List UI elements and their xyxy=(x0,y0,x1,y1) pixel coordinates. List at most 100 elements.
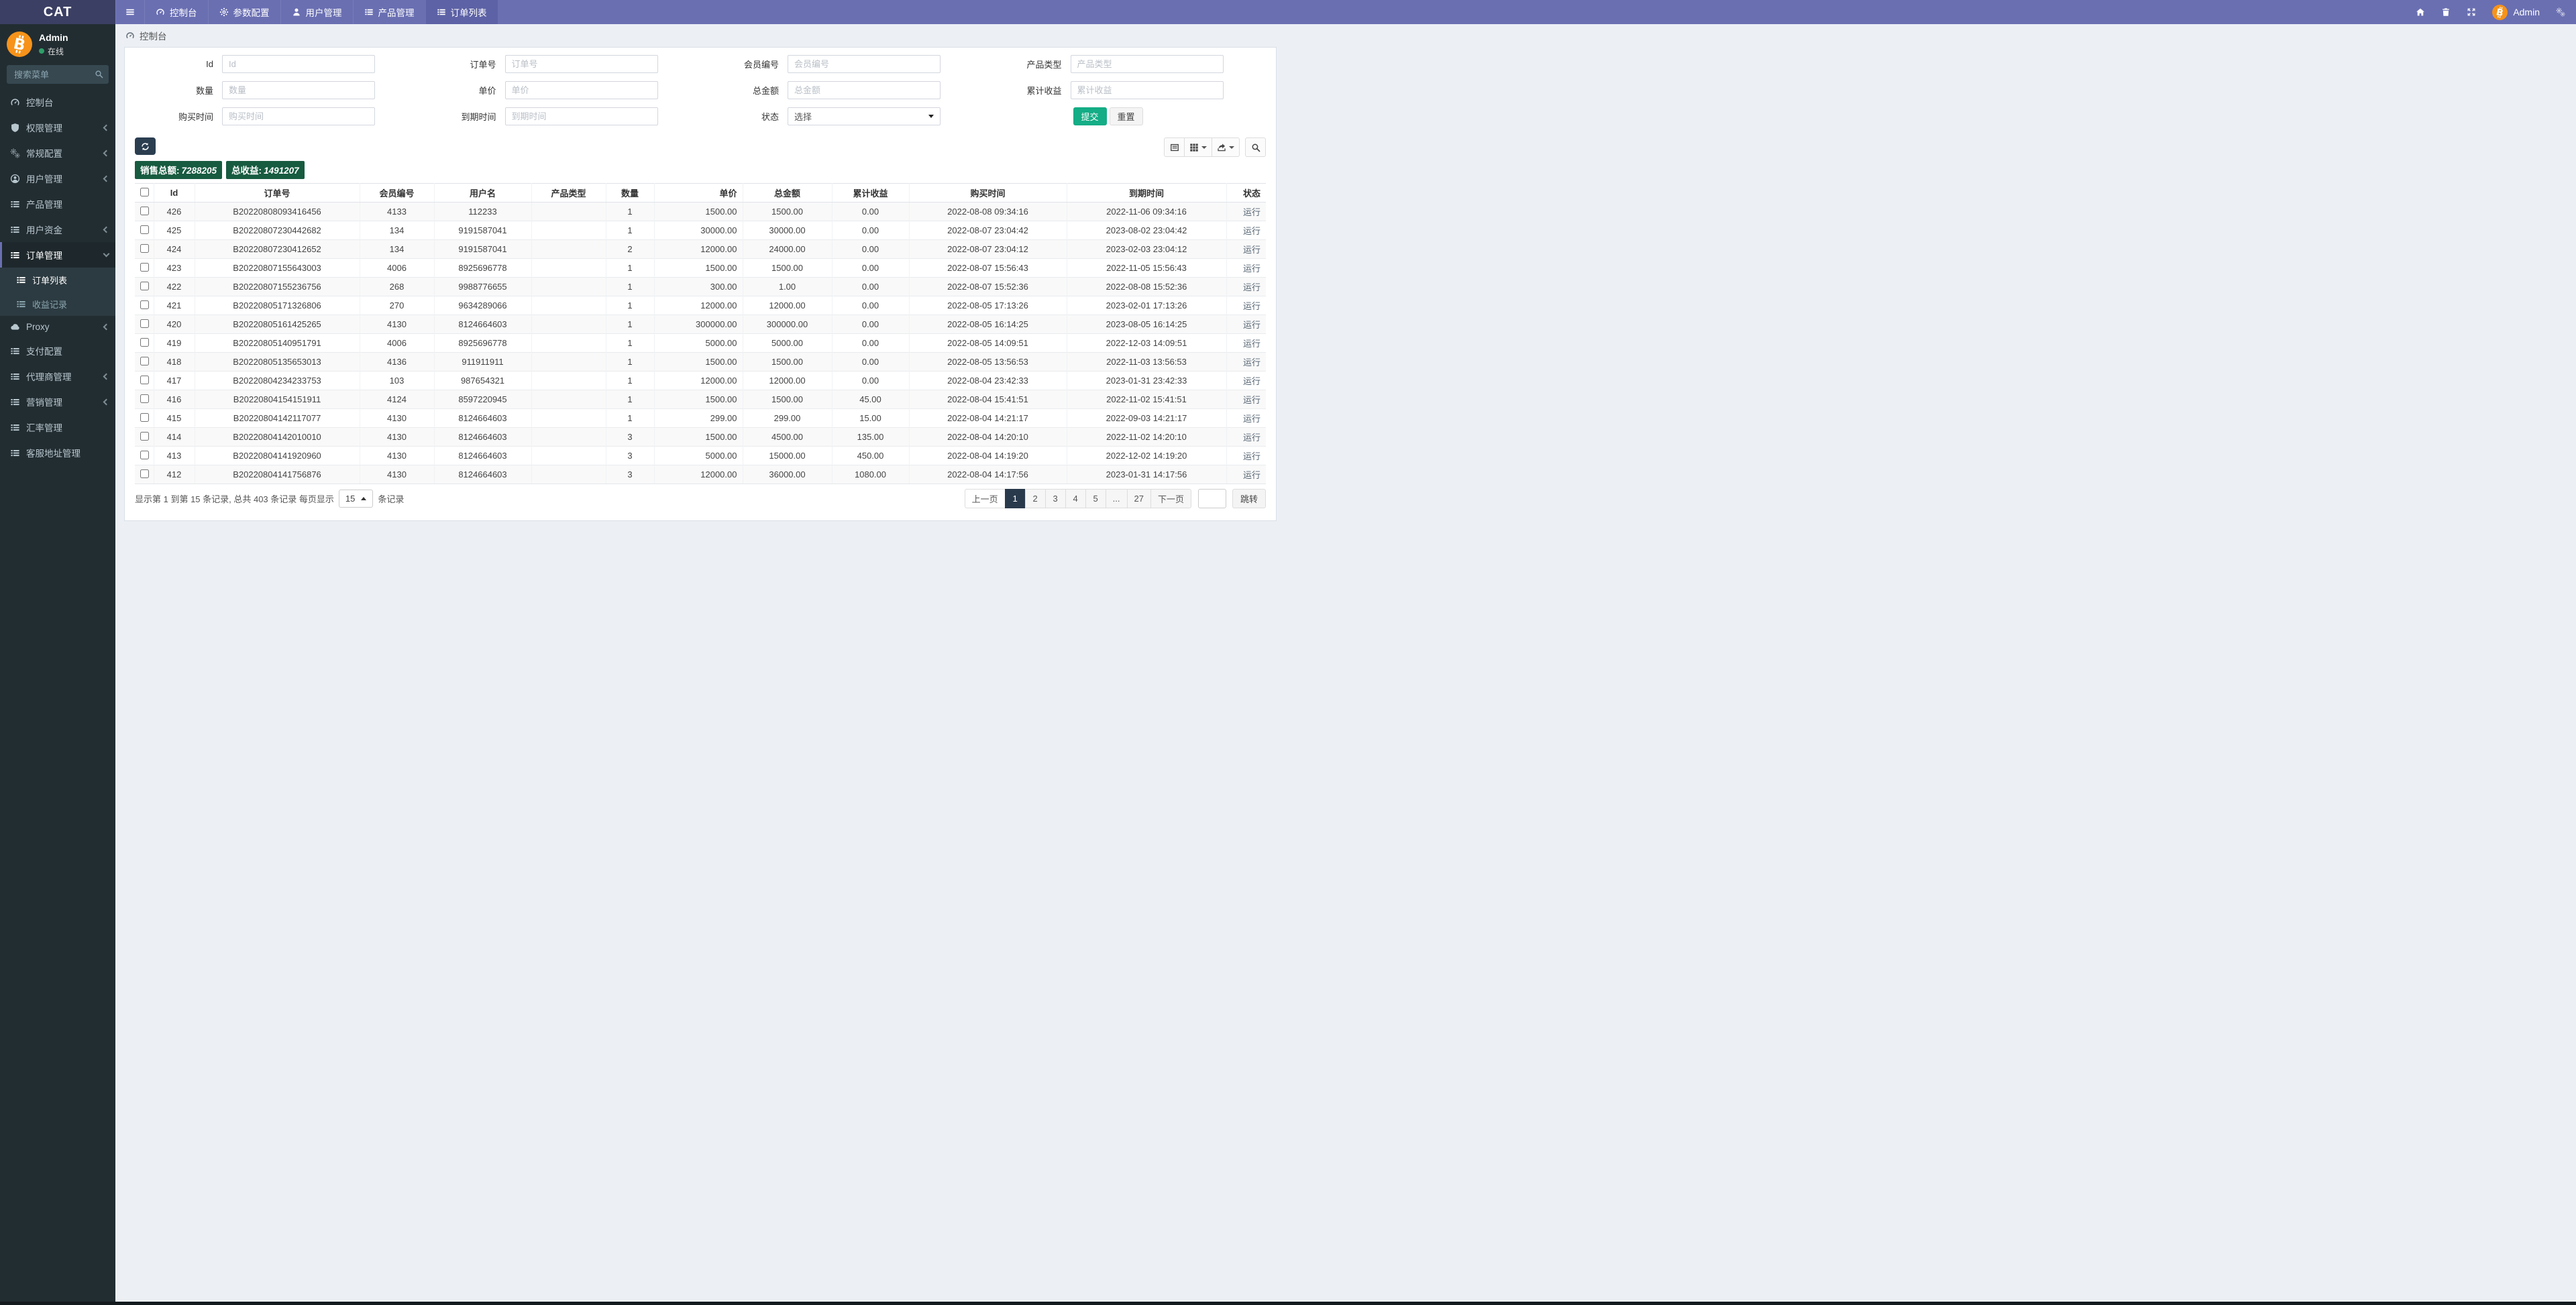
table-cell xyxy=(531,390,606,409)
stat-badge: 总收益: 1491207 xyxy=(226,161,305,179)
jump-page-input[interactable] xyxy=(1197,489,1226,508)
columns-button[interactable] xyxy=(1185,137,1212,157)
navbar-menu-item[interactable]: 产品管理 xyxy=(352,0,425,24)
table-cell xyxy=(531,202,606,221)
navbar-menu-item[interactable]: 参数配置 xyxy=(207,0,280,24)
sidebar-item[interactable]: 订单管理 xyxy=(0,242,115,268)
sidebar-subitem[interactable]: 订单列表 xyxy=(0,268,115,292)
page-size-select[interactable]: 15 xyxy=(338,490,374,508)
row-checkbox[interactable] xyxy=(140,243,149,253)
table-cell: 0.00 xyxy=(832,239,910,259)
home-icon[interactable] xyxy=(2416,7,2425,17)
select-all-checkbox[interactable] xyxy=(140,187,149,196)
submit-button[interactable]: 提交 xyxy=(1073,107,1107,125)
export-button[interactable] xyxy=(1212,137,1240,157)
filter-input[interactable] xyxy=(788,81,941,99)
sidebar-item-label: 订单管理 xyxy=(26,251,62,261)
filter-input[interactable] xyxy=(222,107,375,125)
sidebar-item[interactable]: 汇率管理 xyxy=(0,414,115,440)
filter-label: 数量 xyxy=(195,86,213,96)
row-checkbox[interactable] xyxy=(140,412,149,422)
row-checkbox[interactable] xyxy=(140,206,149,215)
row-checkbox[interactable] xyxy=(140,469,149,478)
caret-down-icon xyxy=(1201,146,1207,149)
detail-view-button[interactable] xyxy=(1164,137,1185,157)
navbar-menu-item[interactable]: 用户管理 xyxy=(280,0,353,24)
page-number-button[interactable]: 3 xyxy=(1044,489,1066,508)
filter-input[interactable] xyxy=(222,55,375,73)
status-link[interactable]: 运行 xyxy=(1242,376,1260,386)
row-checkbox-cell xyxy=(135,371,154,390)
status-link[interactable]: 运行 xyxy=(1242,226,1260,236)
page-number-button[interactable]: 2 xyxy=(1024,489,1046,508)
status-link[interactable]: 运行 xyxy=(1242,339,1260,349)
row-checkbox[interactable] xyxy=(140,281,149,290)
status-link[interactable]: 运行 xyxy=(1242,245,1260,255)
sidebar-item[interactable]: 常规配置 xyxy=(0,140,115,166)
sidebar-item[interactable]: 用户管理 xyxy=(0,166,115,191)
sidebar-toggle-button[interactable] xyxy=(115,0,144,24)
row-checkbox[interactable] xyxy=(140,319,149,328)
table-search-button[interactable] xyxy=(1245,137,1266,157)
next-page-button[interactable]: 下一页 xyxy=(1150,489,1191,508)
status-link[interactable]: 运行 xyxy=(1242,451,1260,461)
status-link[interactable]: 运行 xyxy=(1242,320,1260,330)
page-number-button[interactable]: 1 xyxy=(1004,489,1026,508)
status-select[interactable]: 选择 xyxy=(788,107,941,125)
sidebar-subitem[interactable]: 收益记录 xyxy=(0,292,115,316)
table-cell: B20220805161425265 xyxy=(195,315,360,334)
status-link[interactable]: 运行 xyxy=(1242,470,1260,480)
row-checkbox[interactable] xyxy=(140,337,149,347)
prev-page-button[interactable]: 上一页 xyxy=(964,489,1006,508)
row-checkbox[interactable] xyxy=(140,431,149,441)
navbar-menu-item[interactable]: 控制台 xyxy=(144,0,208,24)
filter-input[interactable] xyxy=(1070,55,1224,73)
sidebar-item[interactable]: 产品管理 xyxy=(0,191,115,217)
sidebar-item[interactable]: 代理商管理 xyxy=(0,363,115,389)
status-link[interactable]: 运行 xyxy=(1242,282,1260,292)
sidebar-item[interactable]: 用户资金 xyxy=(0,217,115,242)
row-checkbox[interactable] xyxy=(140,375,149,384)
navbar-menu-item[interactable]: 订单列表 xyxy=(425,0,498,24)
brand-logo[interactable]: CAT xyxy=(0,0,115,24)
status-link[interactable]: 运行 xyxy=(1242,301,1260,311)
filter-input[interactable] xyxy=(504,81,658,99)
refresh-button[interactable] xyxy=(135,137,156,155)
sidebar-item[interactable]: 权限管理 xyxy=(0,115,115,140)
status-link[interactable]: 运行 xyxy=(1242,414,1260,424)
row-checkbox[interactable] xyxy=(140,394,149,403)
sidebar-item[interactable]: Proxy xyxy=(0,316,115,338)
status-link[interactable]: 运行 xyxy=(1242,395,1260,405)
row-checkbox[interactable] xyxy=(140,225,149,234)
sidebar-item[interactable]: 营销管理 xyxy=(0,389,115,414)
sidebar-item[interactable]: 支付配置 xyxy=(0,338,115,363)
jump-button[interactable]: 跳转 xyxy=(1232,489,1266,508)
row-checkbox[interactable] xyxy=(140,450,149,459)
page-number-button[interactable]: 5 xyxy=(1085,489,1106,508)
sidebar-item[interactable]: 控制台 xyxy=(0,89,115,115)
fullscreen-icon[interactable] xyxy=(2467,7,2476,17)
status-link[interactable]: 运行 xyxy=(1242,207,1260,217)
breadcrumb-label[interactable]: 控制台 xyxy=(140,32,167,42)
page-number-button[interactable]: 4 xyxy=(1065,489,1086,508)
filter-input[interactable] xyxy=(788,55,941,73)
filter-input[interactable] xyxy=(222,81,375,99)
status-link[interactable]: 运行 xyxy=(1242,433,1260,443)
filter-input[interactable] xyxy=(504,107,658,125)
trash-icon[interactable] xyxy=(2441,7,2451,17)
sidebar-search-input[interactable] xyxy=(7,65,109,84)
status-link[interactable]: 运行 xyxy=(1242,357,1260,367)
reset-button[interactable]: 重置 xyxy=(1109,107,1143,125)
settings-gears-icon[interactable] xyxy=(2556,7,2565,17)
sidebar-item[interactable]: 客服地址管理 xyxy=(0,440,115,465)
filter-input[interactable] xyxy=(1070,81,1224,99)
table-cell: 5000.00 xyxy=(654,446,743,465)
status-link[interactable]: 运行 xyxy=(1242,264,1260,274)
row-checkbox[interactable] xyxy=(140,300,149,309)
filter-input[interactable] xyxy=(504,55,658,73)
row-checkbox[interactable] xyxy=(140,262,149,272)
user-menu[interactable]: Admin xyxy=(2492,5,2540,20)
table-cell: 1500.00 xyxy=(743,390,833,409)
row-checkbox[interactable] xyxy=(140,356,149,365)
page-number-button[interactable]: 27 xyxy=(1126,489,1151,508)
